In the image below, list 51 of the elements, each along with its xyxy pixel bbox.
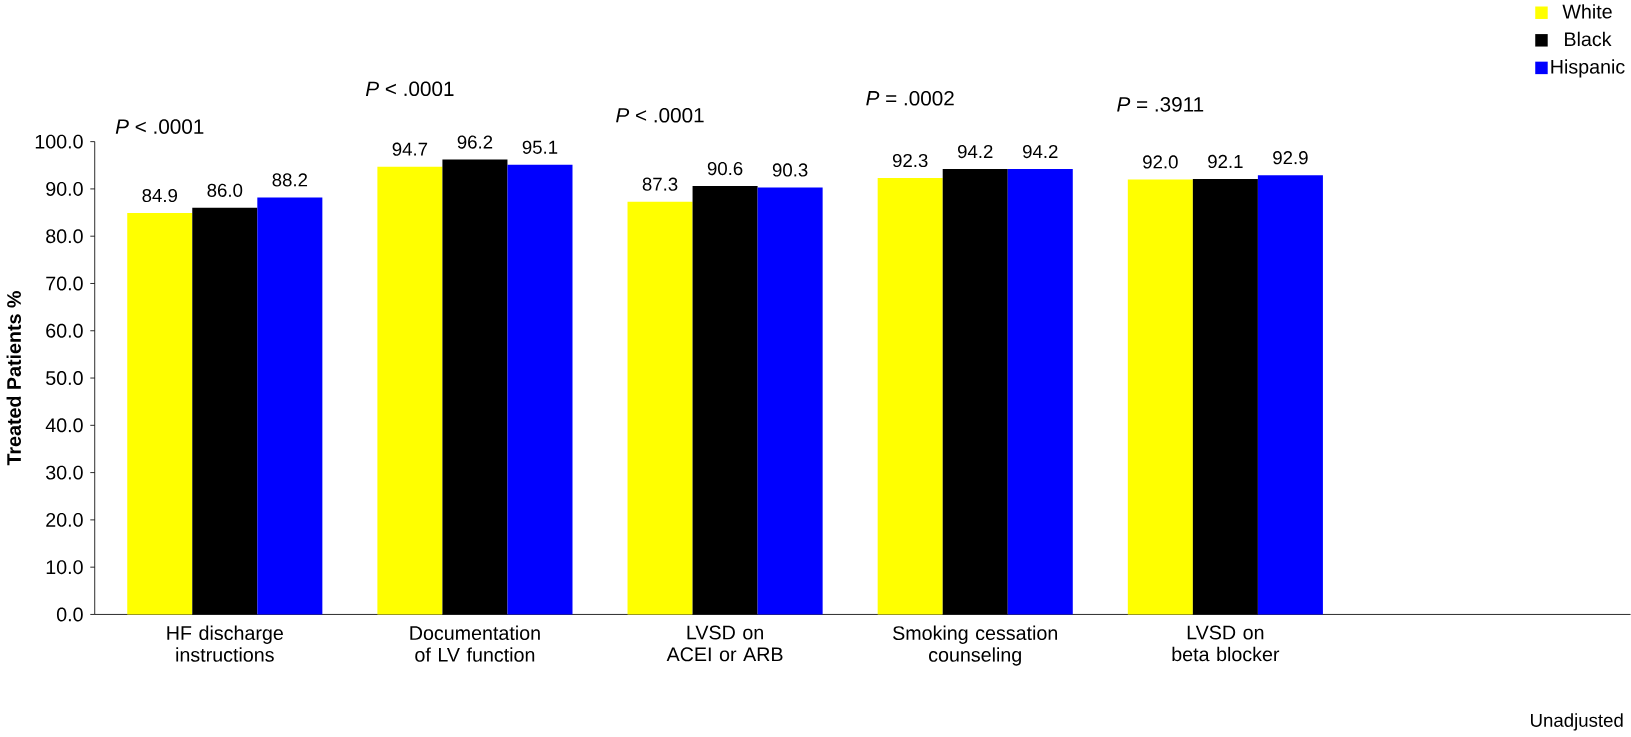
text: P < .0001 xyxy=(616,107,704,123)
x-tick-label: Documentation of LV function xyxy=(410,625,540,662)
data-label: 92.3 xyxy=(892,153,928,168)
y-tick-label: 90.0 xyxy=(46,181,83,196)
bar xyxy=(1257,175,1323,615)
bar xyxy=(257,197,323,615)
data-label: 95.1 xyxy=(522,140,558,154)
legend-label: White xyxy=(1562,4,1612,19)
y-tick-label: 70.0 xyxy=(46,276,83,291)
data-label: 92.1 xyxy=(1208,154,1243,168)
y-tick-label: 20.0 xyxy=(46,512,83,527)
y-tick-label: 0.0 xyxy=(56,607,83,622)
text: Unadjusted xyxy=(1531,713,1623,731)
text: P < .0001 xyxy=(115,119,204,134)
data-label: 86.0 xyxy=(207,183,243,197)
y-tick-label: 100.0 xyxy=(35,134,83,149)
data-label: 94.2 xyxy=(1023,144,1058,159)
bar xyxy=(627,201,693,615)
bar xyxy=(377,166,443,615)
bar xyxy=(1127,179,1193,615)
y-tick-label: 50.0 xyxy=(46,370,83,385)
x-tick-label: Smoking cessation counseling xyxy=(893,625,1058,666)
y-tick-label: 80.0 xyxy=(46,229,83,244)
data-label: 90.3 xyxy=(772,163,808,177)
bar xyxy=(1007,168,1073,615)
data-label: 96.2 xyxy=(457,135,493,149)
text: P < .0001 xyxy=(365,81,454,97)
y-tick-label: 10.0 xyxy=(46,560,83,575)
y-tick-label: 60.0 xyxy=(46,323,83,338)
data-label: 94.7 xyxy=(392,142,428,156)
y-tick-label: 30.0 xyxy=(46,465,83,480)
bar xyxy=(757,187,823,615)
data-label: 92.9 xyxy=(1273,151,1308,165)
data-label: 94.2 xyxy=(957,144,993,159)
data-label: 84.9 xyxy=(142,188,178,203)
data-label: 87.3 xyxy=(642,177,678,191)
text: P = .3911 xyxy=(1117,96,1204,112)
y-tick-label: 40.0 xyxy=(45,418,83,433)
data-label: 90.6 xyxy=(707,161,743,176)
text: P = .0002 xyxy=(866,90,954,106)
x-tick-label: LVSD on ACEI or ARB xyxy=(666,625,783,662)
bar xyxy=(507,164,573,615)
bar xyxy=(877,177,943,615)
legend-label: Hispanic xyxy=(1551,59,1625,78)
y-axis-title: Treated Patients % xyxy=(6,291,22,466)
x-tick-label: LVSD on beta blocker xyxy=(1172,625,1280,662)
data-label: 92.0 xyxy=(1143,155,1178,169)
data-label: 88.2 xyxy=(272,173,308,187)
x-tick-label: HF discharge instructions xyxy=(167,625,283,662)
bar xyxy=(127,212,193,615)
legend-label: Black xyxy=(1565,31,1612,47)
